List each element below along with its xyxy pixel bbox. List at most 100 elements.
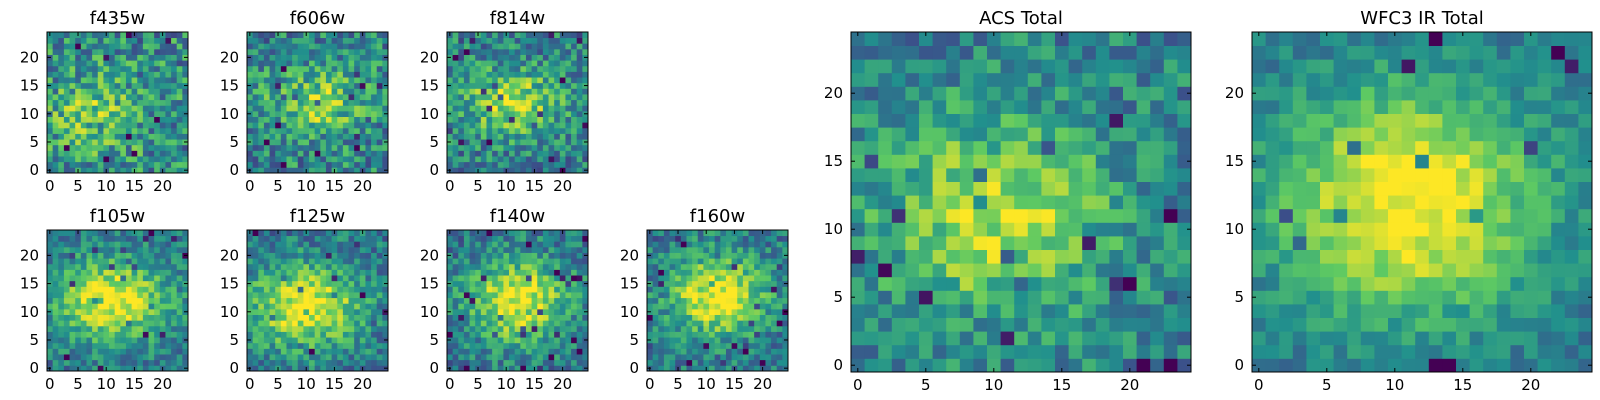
- heatmap-cell: [75, 144, 82, 151]
- heatmap-cell: [720, 275, 727, 282]
- heatmap-cell: [280, 60, 287, 67]
- heatmap-cell: [565, 99, 572, 106]
- heatmap-cell: [348, 32, 355, 39]
- heatmap-cell: [537, 230, 544, 237]
- heatmap-cell: [851, 263, 865, 278]
- heatmap-cell: [542, 263, 549, 270]
- heatmap-cell: [171, 342, 178, 349]
- heatmap-cell: [765, 325, 772, 332]
- heatmap-cell: [159, 258, 166, 265]
- heatmap-cell: [47, 60, 54, 67]
- heatmap-cell: [571, 161, 578, 168]
- heatmap-cell: [176, 88, 183, 95]
- heatmap-cell: [97, 88, 104, 95]
- heatmap-cell: [497, 43, 504, 50]
- heatmap-cell: [342, 150, 349, 157]
- heatmap-cell: [675, 258, 682, 265]
- x-tick-label: 10: [97, 375, 116, 393]
- heatmap-cell: [114, 167, 121, 174]
- heatmap-cell: [258, 105, 265, 112]
- heatmap-cell: [1163, 276, 1178, 291]
- heatmap-cell: [1109, 263, 1124, 278]
- heatmap-cell: [348, 150, 355, 157]
- heatmap-cell: [531, 71, 538, 78]
- y-tick-label: 0: [29, 161, 39, 179]
- heatmap-cell: [1150, 236, 1165, 250]
- heatmap-cell: [159, 156, 166, 163]
- heatmap-cell: [297, 116, 304, 123]
- heatmap-cell: [52, 275, 59, 282]
- heatmap-cell: [109, 37, 116, 44]
- heatmap-cell: [165, 331, 172, 338]
- heatmap-cell: [1177, 317, 1192, 332]
- heatmap-cell: [58, 354, 65, 361]
- heatmap-cell: [331, 37, 338, 44]
- heatmap-cell: [703, 354, 710, 361]
- heatmap-cell: [80, 337, 87, 344]
- heatmap-cell: [75, 354, 82, 361]
- heatmap-cell: [776, 314, 783, 321]
- heatmap-cell: [697, 286, 704, 293]
- heatmap-cell: [337, 116, 344, 123]
- heatmap-cell: [58, 32, 65, 39]
- heatmap-cell: [142, 144, 149, 151]
- heatmap-cell: [69, 99, 76, 106]
- heatmap-cell: [125, 82, 132, 89]
- heatmap-cell: [492, 275, 499, 282]
- heatmap-cell: [92, 110, 99, 117]
- heatmap-cell: [492, 286, 499, 293]
- heatmap-cell: [463, 320, 470, 327]
- heatmap-cell: [680, 354, 687, 361]
- heatmap-cell: [686, 348, 693, 355]
- heatmap-cell: [148, 99, 155, 106]
- heatmap-cell: [348, 60, 355, 67]
- heatmap-cell: [142, 43, 149, 50]
- heatmap-cell: [548, 127, 555, 134]
- heatmap-cell: [131, 71, 138, 78]
- heatmap-cell: [525, 77, 532, 84]
- heatmap-cell: [731, 303, 738, 310]
- heatmap-cell: [97, 258, 104, 265]
- x-tick-label: 10: [697, 375, 716, 393]
- heatmap-cell: [492, 269, 499, 276]
- heatmap-cell: [559, 156, 566, 163]
- heatmap-cell: [348, 280, 355, 287]
- heatmap-cell: [686, 297, 693, 304]
- heatmap-cell: [252, 48, 259, 55]
- heatmap-cell: [286, 246, 293, 253]
- heatmap-cell: [582, 359, 589, 366]
- heatmap-cell: [376, 297, 383, 304]
- heatmap-cell: [365, 60, 372, 67]
- heatmap-cell: [280, 359, 287, 366]
- heatmap-cell: [731, 252, 738, 259]
- heatmap-cell: [69, 167, 76, 174]
- heatmap-cell: [720, 246, 727, 253]
- heatmap-cell: [269, 286, 276, 293]
- heatmap-cell: [97, 77, 104, 84]
- heatmap-cell: [647, 314, 654, 321]
- heatmap-cell: [131, 122, 138, 129]
- heatmap-cell: [469, 65, 476, 72]
- heatmap-cell: [297, 150, 304, 157]
- axes-frame: [446, 229, 589, 372]
- heatmap-cell: [52, 235, 59, 242]
- heatmap-cell: [475, 348, 482, 355]
- heatmap-cell: [548, 314, 555, 321]
- heatmap-cell: [125, 167, 132, 174]
- heatmap-cell: [137, 241, 144, 248]
- heatmap-cell: [480, 258, 487, 265]
- heatmap-cell: [325, 43, 332, 50]
- heatmap-cell: [452, 77, 459, 84]
- heatmap-cell: [63, 280, 70, 287]
- heatmap-cell: [973, 331, 988, 346]
- heatmap-cell: [447, 286, 454, 293]
- heatmap-cell: [165, 246, 172, 253]
- heatmap-cell: [47, 116, 54, 123]
- heatmap-cell: [565, 110, 572, 117]
- heatmap-cell: [371, 297, 378, 304]
- heatmap-cell: [292, 292, 299, 299]
- heatmap-cell: [176, 230, 183, 237]
- heatmap-cell: [159, 337, 166, 344]
- heatmap-cell: [376, 280, 383, 287]
- heatmap-cell: [669, 286, 676, 293]
